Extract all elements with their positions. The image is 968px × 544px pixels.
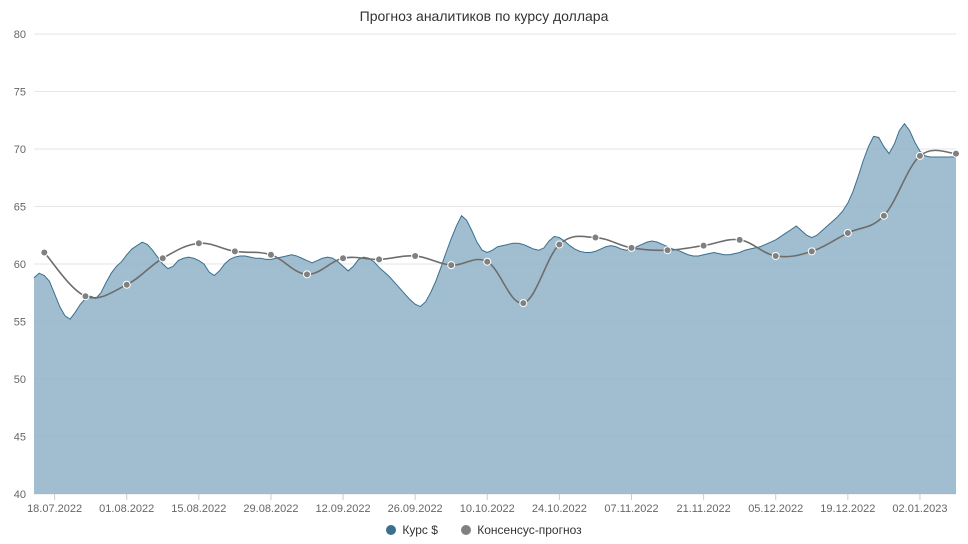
legend-swatch-area: [386, 525, 396, 535]
svg-text:40: 40: [14, 489, 26, 501]
svg-text:70: 70: [14, 144, 26, 156]
svg-text:45: 45: [14, 432, 26, 444]
legend-item-line: Консенсус-прогноз: [461, 523, 581, 537]
chart-container: Прогноз аналитиков по курсу доллара 4045…: [0, 0, 968, 544]
chart-legend: Курс $ Консенсус-прогноз: [0, 523, 968, 538]
svg-text:21.11.2022: 21.11.2022: [676, 503, 730, 515]
svg-text:29.08.2022: 29.08.2022: [243, 503, 298, 515]
svg-text:05.12.2022: 05.12.2022: [748, 503, 803, 515]
svg-text:07.11.2022: 07.11.2022: [604, 503, 658, 515]
legend-label-area: Курс $: [402, 523, 438, 537]
svg-text:15.08.2022: 15.08.2022: [171, 503, 226, 515]
svg-text:12.09.2022: 12.09.2022: [316, 503, 371, 515]
svg-text:24.10.2022: 24.10.2022: [532, 503, 587, 515]
legend-swatch-line: [461, 525, 471, 535]
svg-text:65: 65: [14, 202, 26, 214]
svg-text:26.09.2022: 26.09.2022: [388, 503, 443, 515]
svg-text:75: 75: [14, 87, 26, 99]
legend-label-line: Консенсус-прогноз: [477, 523, 581, 537]
chart-svg: 40 45 50 55 60 65 70 75 80 18.07.2022 01.08.2022 15…: [0, 0, 968, 544]
svg-text:55: 55: [14, 317, 26, 329]
legend-item-area: Курс $: [386, 523, 438, 537]
svg-text:60: 60: [14, 259, 26, 271]
svg-text:50: 50: [14, 374, 26, 386]
svg-text:18.07.2022: 18.07.2022: [27, 503, 82, 515]
svg-text:19.12.2022: 19.12.2022: [820, 503, 875, 515]
svg-text:80: 80: [14, 29, 26, 41]
svg-text:02.01.2023: 02.01.2023: [892, 503, 947, 515]
svg-text:10.10.2022: 10.10.2022: [460, 503, 515, 515]
svg-text:01.08.2022: 01.08.2022: [99, 503, 154, 515]
